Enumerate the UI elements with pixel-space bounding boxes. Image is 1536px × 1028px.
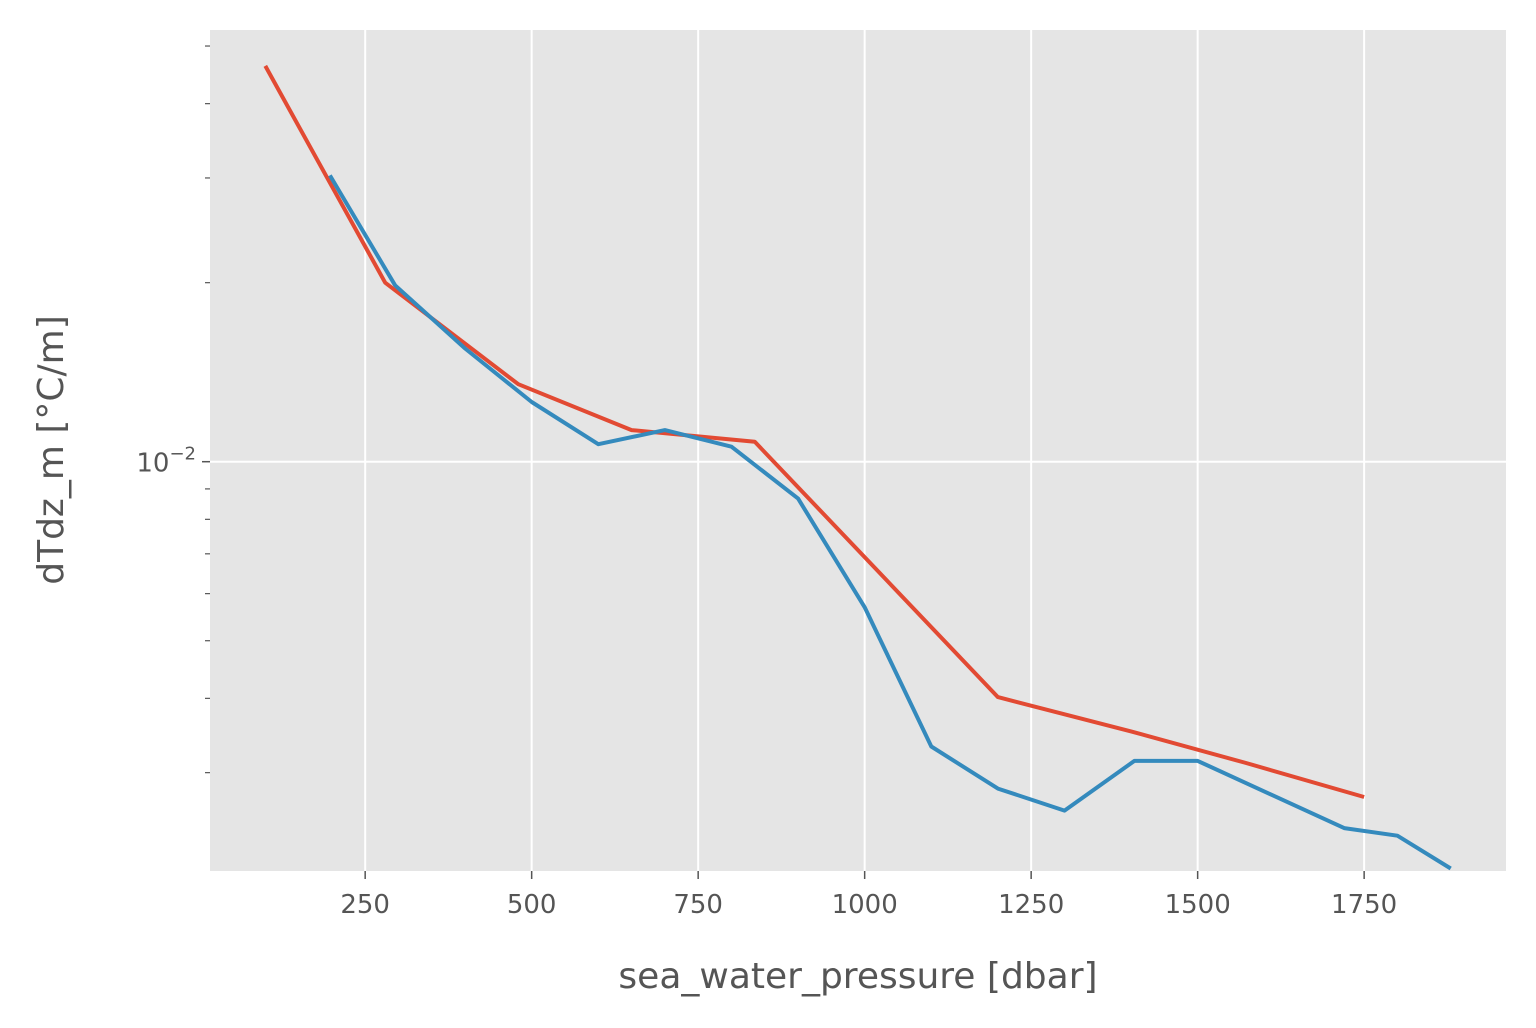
x-tick-label: 1500 bbox=[1165, 890, 1231, 920]
x-tick-label: 1000 bbox=[832, 890, 898, 920]
x-axis-label: sea_water_pressure [dbar] bbox=[618, 956, 1097, 997]
x-axis-ticks: 250 500 750 1000 1250 1500 1750 bbox=[340, 871, 1397, 920]
series-lines bbox=[263, 64, 1452, 871]
x-tick-label: 1250 bbox=[998, 890, 1064, 920]
x-tick-label: 750 bbox=[673, 890, 723, 920]
y-axis-ticks: 10−2 bbox=[136, 45, 210, 774]
y-tick-label: 10−2 bbox=[136, 444, 196, 479]
x-tick-label: 1750 bbox=[1331, 890, 1397, 920]
x-tick-label: 500 bbox=[507, 890, 557, 920]
series-line-2 bbox=[328, 174, 1452, 871]
plot-background bbox=[210, 30, 1506, 871]
y-axis-label: dTdz_m [°C/m] bbox=[31, 315, 72, 585]
grid bbox=[210, 30, 1506, 871]
x-tick-label: 250 bbox=[340, 890, 390, 920]
